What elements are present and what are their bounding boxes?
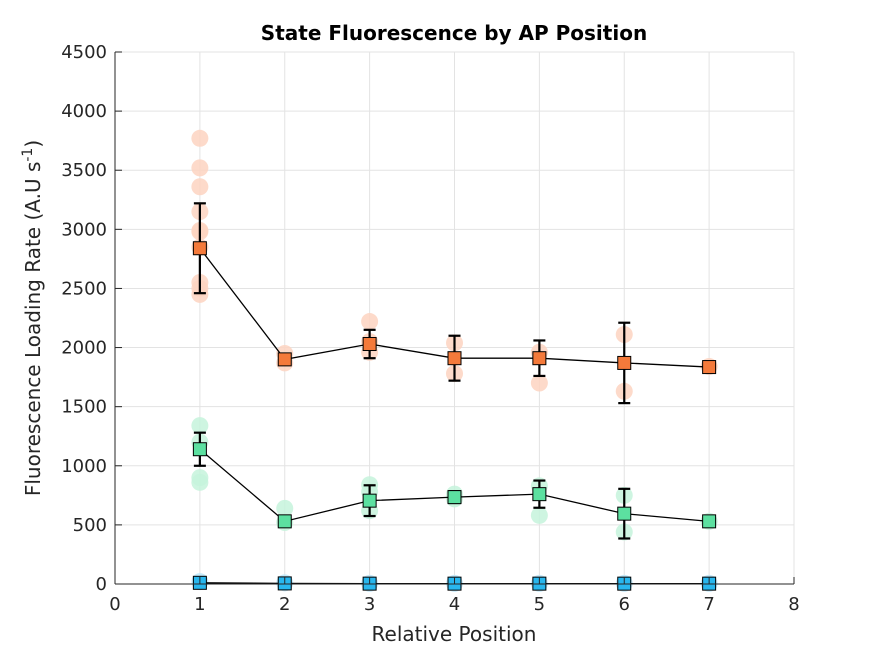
raw-point (191, 129, 209, 147)
x-tick-label: 5 (534, 594, 545, 615)
mean-marker (617, 506, 632, 521)
raw-point (530, 374, 548, 392)
y-axis-label: Fluorescence Loading Rate (A.U s-1) (20, 140, 45, 496)
x-tick-label: 2 (279, 594, 290, 615)
mean-marker (362, 337, 377, 352)
x-tick-label: 4 (449, 594, 460, 615)
mean-marker (702, 360, 717, 375)
tick-labels-layer: 0 1 2 3 4 5 6 7 8 0 500 1000 1500 2000 2500 3000 3500 400… (61, 42, 800, 615)
y-axis-label-main: Fluorescence Loading Rate (A.U s (21, 162, 45, 497)
y-tick-label: 1000 (61, 456, 107, 477)
x-tick-label: 1 (194, 594, 205, 615)
y-axis-label-superscript: -1 (20, 148, 36, 162)
y-axis-label-close: ) (21, 140, 45, 148)
mean-marker (192, 241, 207, 256)
mean-markers-layer (192, 241, 717, 591)
mean-marker (362, 493, 377, 508)
mean-marker (447, 490, 462, 505)
mean-marker (277, 514, 292, 529)
y-tick-label: 4000 (61, 101, 107, 122)
mean-marker (447, 351, 462, 366)
axes-layer (114, 51, 795, 585)
y-tick-label: 0 (96, 574, 107, 595)
x-tick-label: 3 (364, 594, 375, 615)
raw-point (191, 285, 209, 303)
x-tick-label: 6 (619, 594, 630, 615)
mean-marker (277, 352, 292, 367)
raw-point (276, 499, 294, 517)
x-tick-label: 0 (109, 594, 120, 615)
y-tick-label: 3000 (61, 219, 107, 240)
mean-marker (532, 487, 547, 502)
raw-point (191, 159, 209, 177)
x-tick-label: 7 (703, 594, 714, 615)
chart-title: State Fluorescence by AP Position (261, 21, 647, 45)
mean-marker (192, 442, 207, 457)
raw-point (361, 313, 379, 331)
mean-marker (617, 355, 632, 370)
raw-point (191, 473, 209, 491)
raw-point (191, 178, 209, 196)
y-tick-label: 500 (73, 515, 107, 536)
raw-point (530, 506, 548, 524)
mean-marker (702, 514, 717, 529)
y-tick-label: 1500 (61, 397, 107, 418)
x-tick-label: 8 (788, 594, 799, 615)
y-tick-label: 2500 (61, 278, 107, 299)
raw-point (191, 417, 209, 435)
x-axis-label: Relative Position (372, 622, 537, 646)
mean-marker (532, 351, 547, 366)
y-tick-label: 2000 (61, 338, 107, 359)
y-tick-label: 3500 (61, 160, 107, 181)
y-tick-label: 4500 (61, 42, 107, 63)
